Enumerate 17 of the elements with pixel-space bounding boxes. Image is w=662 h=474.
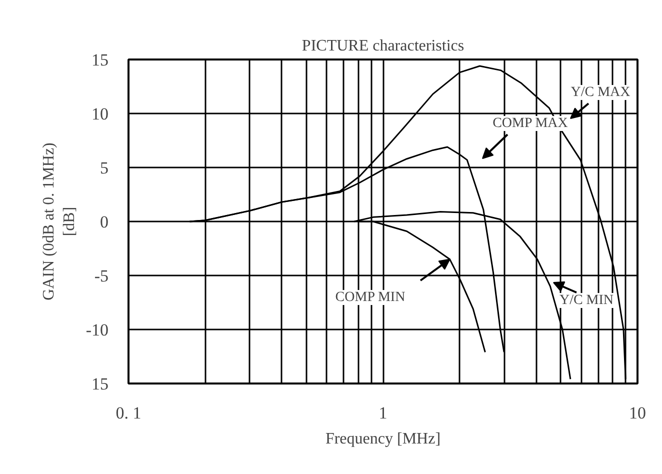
x-tick-label: 0. 1 [116,404,142,422]
chart-title: PICTURE characteristics [302,38,464,54]
y-tick-label: -10 [86,320,109,340]
x-axis-title: Frequency [MHz] [325,430,441,448]
y-tick-label: 10 [92,104,108,124]
y-tick-label: 15 [92,374,108,394]
annotation: Y/C MAX [570,85,630,100]
y-tick-label: 5 [100,158,108,178]
x-tick-label: 10 [629,404,646,422]
annotation: COMP MIN [335,290,406,305]
annotation: COMP MAX [492,116,568,131]
x-tick-label: 1 [378,404,388,422]
annotation: Y/C MIN [559,293,614,308]
y-axis-title: GAIN (0dB at 0. 1MHz) [dB] [40,142,78,300]
y-tick-label: 15 [92,50,108,70]
y-tick-label: -5 [94,266,109,286]
y-tick-label: 0 [100,212,108,232]
